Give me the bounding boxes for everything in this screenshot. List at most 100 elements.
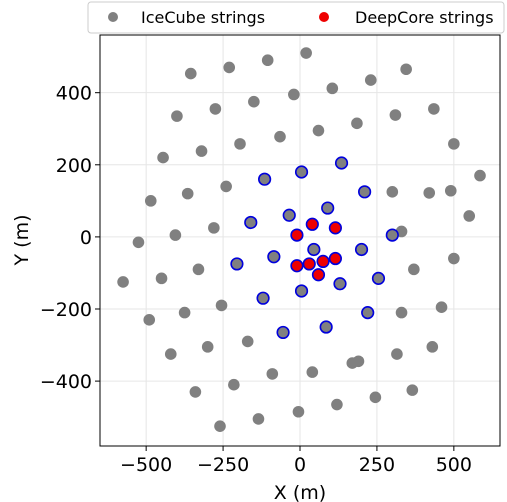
icecube-point xyxy=(300,47,312,59)
y-tick-label: −200 xyxy=(40,299,92,321)
icecube-point-highlighted xyxy=(354,242,369,257)
deepcore-point xyxy=(316,254,330,269)
icecube-point-highlighted xyxy=(294,284,309,298)
icecube-point xyxy=(143,314,156,326)
icecube-point xyxy=(144,195,157,207)
x-tick-label: 500 xyxy=(436,454,472,476)
icecube-point xyxy=(184,67,197,80)
deepcore-point xyxy=(328,251,342,266)
legend-label-icecube: IceCube strings xyxy=(141,8,265,27)
icecube-point-highlighted xyxy=(230,257,244,271)
icecube-point-highlighted xyxy=(294,165,309,179)
icecube-point xyxy=(400,63,412,76)
deepcore-point xyxy=(290,228,304,242)
icecube-point xyxy=(426,341,439,353)
icecube-point xyxy=(463,210,476,222)
icecube-point-highlighted xyxy=(385,228,399,242)
y-tick-label: −400 xyxy=(40,371,92,393)
icecube-point xyxy=(234,138,246,150)
icecube-point xyxy=(364,74,377,86)
icecube-point xyxy=(209,103,222,115)
icecube-point xyxy=(351,117,363,130)
icecube-point-highlighted xyxy=(256,291,270,305)
icecube-point xyxy=(178,306,191,319)
axis-ticks: −500 −250 0 250 500 −400 −200 0 200 400 xyxy=(40,83,472,476)
icecube-point xyxy=(228,378,240,391)
icecube-point xyxy=(474,169,486,182)
grid xyxy=(100,35,500,446)
x-tick-label: −500 xyxy=(120,454,172,476)
x-tick-label: −250 xyxy=(197,454,249,476)
icecube-point xyxy=(389,109,402,121)
deepcore-point xyxy=(305,217,319,231)
icecube-point xyxy=(292,405,305,418)
deepcore-point xyxy=(311,268,326,282)
icecube-point xyxy=(117,276,129,288)
icecube-point xyxy=(288,88,300,101)
y-tick-label: 0 xyxy=(80,227,92,249)
icecube-point xyxy=(164,348,177,360)
icecube-point-highlighted xyxy=(244,215,258,230)
icecube-point xyxy=(248,95,260,108)
icecube-point xyxy=(201,341,214,353)
icecube-point xyxy=(274,130,286,143)
icecube-point-highlighted xyxy=(258,172,272,186)
icecube-point-highlighted xyxy=(267,250,281,264)
deepcore-point xyxy=(290,259,304,273)
icecube-point xyxy=(241,335,254,348)
icecube-point xyxy=(346,357,359,369)
legend-marker-icecube xyxy=(108,12,118,22)
x-tick-label: 0 xyxy=(294,454,306,476)
deepcore-point xyxy=(328,221,342,235)
icecube-point xyxy=(215,299,228,312)
icecube-point xyxy=(252,413,265,425)
y-tick-label: 400 xyxy=(56,83,92,105)
icecube-point xyxy=(448,138,460,150)
icecube-point-highlighted xyxy=(319,320,333,334)
icecube-point xyxy=(448,252,460,265)
icecube-point xyxy=(326,82,339,95)
icecube-point xyxy=(208,222,220,234)
x-tick-label: 250 xyxy=(359,454,395,476)
icecube-point xyxy=(169,229,182,241)
icecube-point-highlighted xyxy=(276,325,290,340)
icecube-point-highlighted xyxy=(334,156,349,170)
icecube-point xyxy=(223,61,236,74)
deepcore-point xyxy=(302,257,316,271)
icecube-point xyxy=(266,368,279,380)
icecube-point xyxy=(435,301,448,313)
y-tick-label: 200 xyxy=(56,155,92,177)
icecube-point xyxy=(428,103,440,115)
icecube-point xyxy=(423,187,436,199)
icecube-point xyxy=(406,384,419,396)
icecube-point xyxy=(155,272,168,285)
icecube-point xyxy=(192,263,205,276)
icecube-point xyxy=(312,124,325,137)
icecube-point-highlighted xyxy=(361,306,375,320)
icecube-point-highlighted xyxy=(371,271,386,285)
icecube-point xyxy=(132,236,145,249)
icecube-point xyxy=(306,366,319,378)
legend-box xyxy=(87,1,505,34)
icecube-point xyxy=(181,187,194,200)
icecube-point-highlighted xyxy=(358,185,372,199)
scatter-points xyxy=(117,47,486,432)
icecube-point xyxy=(331,398,343,411)
icecube-point-highlighted xyxy=(321,201,335,215)
icecube-point xyxy=(261,54,274,67)
icecube-point-highlighted xyxy=(307,242,321,257)
y-axis-label: Y (m) xyxy=(11,215,33,267)
icecube-point xyxy=(369,391,382,404)
icecube-point xyxy=(386,186,399,198)
legend: IceCube strings DeepCore strings xyxy=(87,1,505,34)
icecube-point xyxy=(220,180,232,193)
icecube-point xyxy=(195,145,208,157)
icecube-point xyxy=(408,263,420,276)
icecube-point xyxy=(395,306,408,319)
icecube-point xyxy=(157,151,169,164)
icecube-point-highlighted xyxy=(333,277,347,291)
legend-marker-deepcore xyxy=(319,12,329,22)
x-axis-label: X (m) xyxy=(274,482,326,502)
icecube-point-highlighted xyxy=(282,208,296,222)
